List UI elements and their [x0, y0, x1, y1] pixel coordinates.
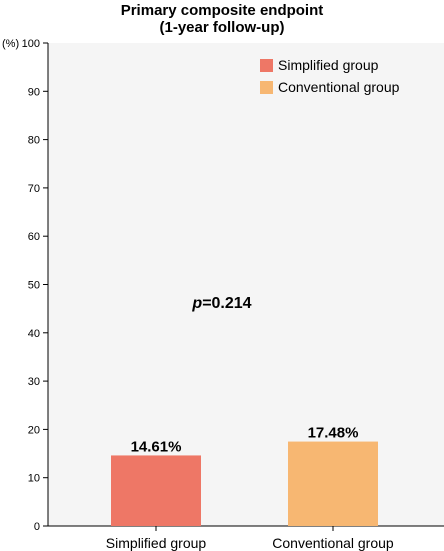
legend-label-simplified: Simplified group	[278, 57, 379, 73]
y-tick-label: 80	[28, 135, 40, 147]
bar-data-label: 17.48%	[308, 425, 359, 442]
y-axis-unit: (%)	[2, 38, 20, 50]
legend-swatch-conventional	[260, 80, 273, 94]
p-value: =0.214	[202, 295, 252, 312]
p-symbol: p	[192, 295, 203, 312]
y-tick-label: 60	[28, 231, 40, 243]
legend-swatch-simplified	[260, 58, 273, 72]
chart-title: Primary composite endpoint	[120, 2, 324, 19]
y-tick-label: 10	[28, 473, 40, 485]
y-tick-label: 70	[28, 183, 40, 195]
legend-label-conventional: Conventional group	[278, 79, 400, 95]
y-tick-label: 50	[28, 280, 40, 292]
bar	[111, 455, 201, 526]
x-tick-label: Conventional group	[272, 535, 394, 551]
legend-item-conventional: Conventional group	[260, 76, 399, 98]
plot-area	[48, 43, 444, 526]
legend: Simplified group Conventional group	[260, 54, 399, 98]
chart-subtitle: (1-year follow-up)	[159, 19, 285, 36]
legend-item-simplified: Simplified group	[260, 54, 399, 76]
y-tick-label: 90	[28, 86, 40, 98]
y-tick-label: 40	[28, 328, 40, 340]
y-tick-label: 30	[28, 376, 40, 388]
x-tick-label: Simplified group	[106, 535, 207, 551]
p-value-annotation: p=0.214	[0, 295, 444, 313]
y-tick-label: 100	[22, 38, 40, 50]
bar-data-label: 14.61%	[131, 438, 182, 455]
y-tick-label: 20	[28, 424, 40, 436]
bar	[288, 441, 378, 526]
y-tick-label: 0	[34, 521, 40, 533]
